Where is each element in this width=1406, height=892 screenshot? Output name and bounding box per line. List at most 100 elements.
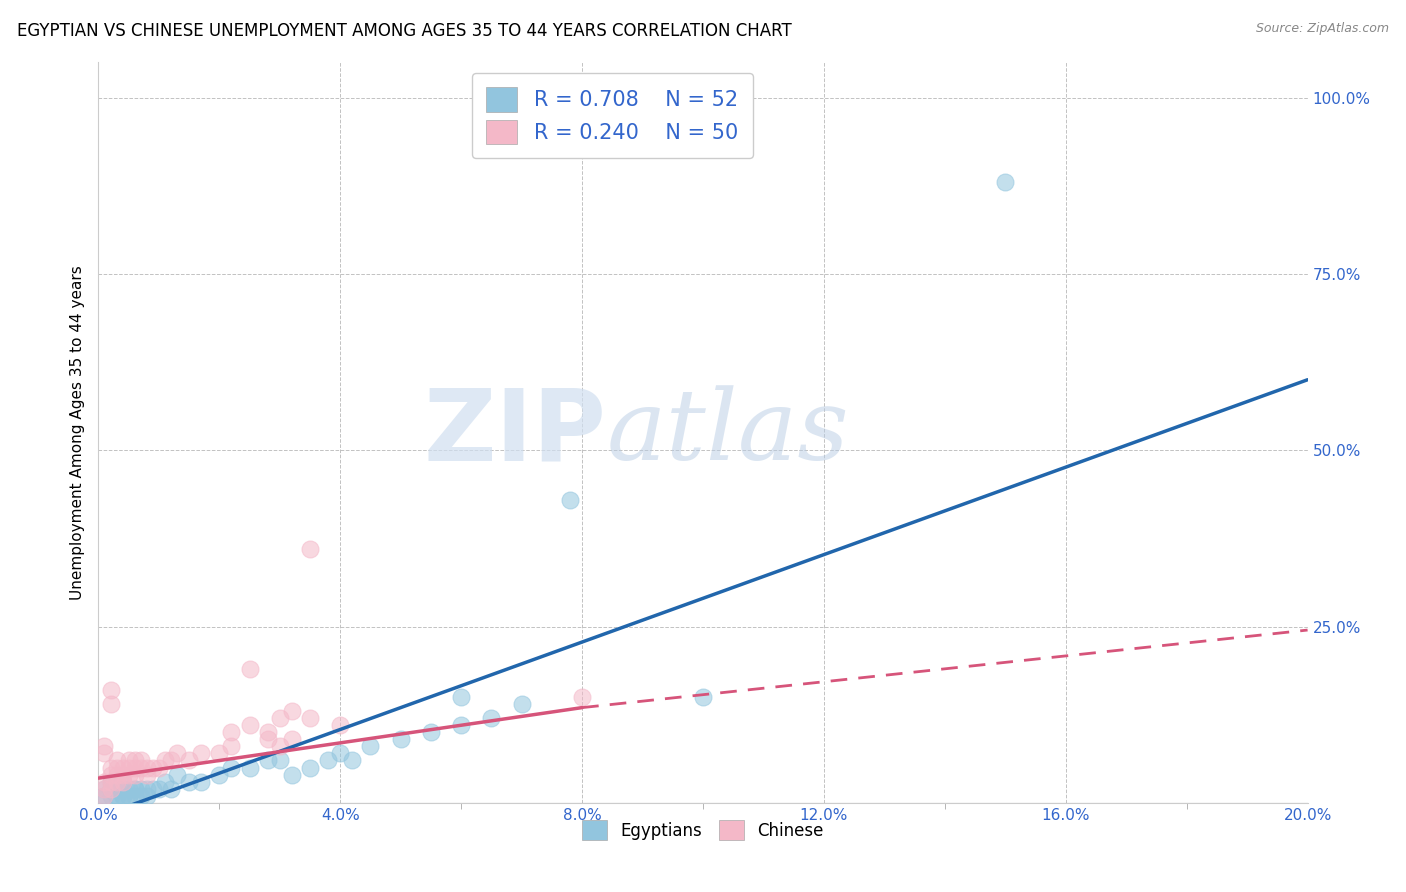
- Point: [256, 754, 278, 768]
- Point: [105, 789, 128, 803]
- Point: [190, 774, 212, 789]
- Point: [389, 732, 412, 747]
- Point: [93, 747, 115, 761]
- Point: [129, 789, 152, 803]
- Point: [111, 781, 134, 796]
- Point: [558, 492, 581, 507]
- Point: [342, 754, 364, 768]
- Point: [269, 739, 291, 754]
- Point: [239, 718, 262, 732]
- Point: [160, 781, 183, 796]
- Point: [93, 789, 115, 803]
- Point: [299, 760, 322, 774]
- Point: [111, 774, 134, 789]
- Point: [124, 781, 146, 796]
- Point: [692, 690, 714, 704]
- Point: [93, 774, 115, 789]
- Point: [299, 541, 322, 556]
- Point: [153, 754, 176, 768]
- Point: [100, 683, 122, 698]
- Point: [179, 774, 201, 789]
- Point: [93, 739, 115, 754]
- Point: [256, 725, 278, 739]
- Point: [105, 774, 128, 789]
- Point: [239, 760, 262, 774]
- Point: [208, 767, 231, 781]
- Point: [93, 781, 115, 796]
- Legend: Egyptians, Chinese: Egyptians, Chinese: [575, 814, 831, 847]
- Point: [105, 767, 128, 781]
- Point: [100, 767, 122, 781]
- Point: [179, 754, 201, 768]
- Point: [118, 754, 141, 768]
- Point: [148, 760, 170, 774]
- Point: [420, 725, 443, 739]
- Point: [111, 767, 134, 781]
- Text: Source: ZipAtlas.com: Source: ZipAtlas.com: [1256, 22, 1389, 36]
- Point: [166, 747, 188, 761]
- Point: [450, 718, 472, 732]
- Point: [221, 739, 243, 754]
- Point: [105, 789, 128, 803]
- Point: [239, 662, 262, 676]
- Text: ZIP: ZIP: [423, 384, 606, 481]
- Point: [994, 175, 1017, 189]
- Point: [100, 781, 122, 796]
- Point: [100, 781, 122, 796]
- Point: [281, 704, 304, 718]
- Point: [129, 754, 152, 768]
- Point: [111, 789, 134, 803]
- Point: [269, 754, 291, 768]
- Point: [208, 747, 231, 761]
- Point: [124, 760, 146, 774]
- Y-axis label: Unemployment Among Ages 35 to 44 years: Unemployment Among Ages 35 to 44 years: [69, 265, 84, 600]
- Point: [118, 789, 141, 803]
- Text: EGYPTIAN VS CHINESE UNEMPLOYMENT AMONG AGES 35 TO 44 YEARS CORRELATION CHART: EGYPTIAN VS CHINESE UNEMPLOYMENT AMONG A…: [17, 22, 792, 40]
- Point: [360, 739, 382, 754]
- Point: [190, 747, 212, 761]
- Point: [135, 760, 157, 774]
- Point: [100, 789, 122, 803]
- Point: [118, 767, 141, 781]
- Point: [124, 789, 146, 803]
- Point: [221, 725, 243, 739]
- Point: [111, 789, 134, 803]
- Point: [166, 767, 188, 781]
- Point: [142, 760, 165, 774]
- Point: [329, 718, 352, 732]
- Point: [124, 781, 146, 796]
- Point: [105, 781, 128, 796]
- Point: [129, 760, 152, 774]
- Point: [129, 781, 152, 796]
- Point: [118, 760, 141, 774]
- Point: [256, 732, 278, 747]
- Point: [93, 789, 115, 803]
- Point: [124, 754, 146, 768]
- Point: [100, 697, 122, 711]
- Point: [510, 697, 533, 711]
- Point: [100, 774, 122, 789]
- Text: atlas: atlas: [606, 385, 849, 480]
- Point: [299, 711, 322, 725]
- Point: [281, 732, 304, 747]
- Point: [124, 767, 146, 781]
- Point: [105, 781, 128, 796]
- Point: [100, 760, 122, 774]
- Point: [93, 781, 115, 796]
- Point: [221, 760, 243, 774]
- Point: [111, 760, 134, 774]
- Point: [135, 781, 157, 796]
- Point: [105, 760, 128, 774]
- Point: [135, 789, 157, 803]
- Point: [481, 711, 503, 725]
- Point: [571, 690, 593, 704]
- Point: [111, 774, 134, 789]
- Point: [135, 767, 157, 781]
- Point: [93, 789, 115, 803]
- Point: [142, 781, 165, 796]
- Point: [153, 774, 176, 789]
- Point: [269, 711, 291, 725]
- Point: [281, 767, 304, 781]
- Point: [148, 781, 170, 796]
- Point: [450, 690, 472, 704]
